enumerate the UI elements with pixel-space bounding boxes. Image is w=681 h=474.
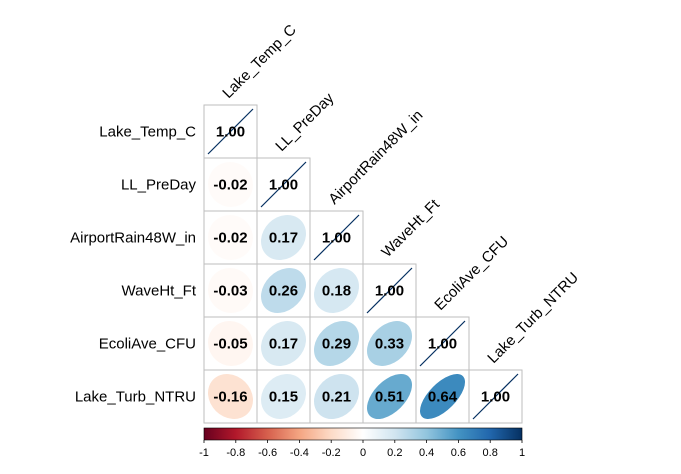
ellipse-AirportRain48W_in-Lake_Temp_C bbox=[207, 214, 253, 260]
ellipse-EcoliAve_CFU-LL_PreDay bbox=[261, 320, 307, 366]
colorbar-tick-label: -0.6 bbox=[258, 447, 277, 459]
colorbar-tick-label: 0.2 bbox=[387, 447, 402, 459]
ellipse-WaveHt_Ft-LL_PreDay bbox=[260, 268, 307, 314]
ellipse-EcoliAve_CFU-AirportRain48W_in bbox=[314, 321, 360, 367]
colorbar-tick-label: 0.6 bbox=[451, 447, 466, 459]
row-label-AirportRain48W_in: AirportRain48W_in bbox=[70, 230, 196, 247]
row-label-LL_PreDay: LL_PreDay bbox=[121, 177, 197, 194]
coef-label-Lake_Turb_NTRU-Lake_Temp_C: -0.16 bbox=[213, 389, 247, 406]
colorbar-tick-label: -1 bbox=[199, 447, 209, 459]
ellipse-Lake_Turb_NTRU-LL_PreDay bbox=[260, 373, 306, 419]
column-label-LL_PreDay: LL_PreDay bbox=[272, 89, 337, 154]
colorbar-tick-label: 0.8 bbox=[483, 447, 498, 459]
row-label-WaveHt_Ft: WaveHt_Ft bbox=[122, 283, 197, 300]
coef-label-EcoliAve_CFU-EcoliAve_CFU: 1.00 bbox=[428, 336, 457, 353]
coef-label-AirportRain48W_in-Lake_Temp_C: -0.02 bbox=[213, 230, 247, 247]
coef-label-WaveHt_Ft-AirportRain48W_in: 0.18 bbox=[322, 283, 351, 300]
coef-label-WaveHt_Ft-LL_PreDay: 0.26 bbox=[269, 283, 298, 300]
coef-label-Lake_Turb_NTRU-AirportRain48W_in: 0.21 bbox=[322, 389, 351, 406]
ellipse-Lake_Turb_NTRU-EcoliAve_CFU bbox=[420, 373, 466, 419]
coef-label-EcoliAve_CFU-WaveHt_Ft: 0.33 bbox=[375, 336, 404, 353]
ellipse-EcoliAve_CFU-Lake_Temp_C bbox=[208, 320, 254, 366]
colorbar-tick-label: 0 bbox=[360, 447, 366, 459]
ellipse-Lake_Turb_NTRU-Lake_Temp_C bbox=[207, 374, 253, 420]
coef-label-WaveHt_Ft-Lake_Temp_C: -0.03 bbox=[213, 283, 247, 300]
coef-label-WaveHt_Ft-WaveHt_Ft: 1.00 bbox=[375, 283, 404, 300]
coef-label-Lake_Turb_NTRU-LL_PreDay: 0.15 bbox=[269, 389, 298, 406]
colorbar-tick-label: -0.2 bbox=[322, 447, 341, 459]
diagonal-line-AirportRain48W_in bbox=[313, 214, 360, 261]
coef-label-AirportRain48W_in-LL_PreDay: 0.17 bbox=[269, 230, 298, 247]
column-label-EcoliAve_CFU: EcoliAve_CFU bbox=[431, 233, 512, 314]
column-label-Lake_Turb_NTRU: Lake_Turb_NTRU bbox=[484, 269, 582, 367]
ellipse-LL_PreDay-Lake_Temp_C bbox=[207, 161, 253, 207]
column-label-WaveHt_Ft: WaveHt_Ft bbox=[378, 196, 443, 261]
colorbar-tick-label: 1 bbox=[519, 447, 525, 459]
colorbar: -1 -0.8 -0.6 -0.4 -0.2 0 0.2 0.4 0.6 0.8 1 bbox=[199, 427, 525, 459]
diagonal-line-WaveHt_Ft bbox=[366, 267, 413, 314]
diagonal-line-EcoliAve_CFU bbox=[419, 320, 466, 367]
coef-label-LL_PreDay-LL_PreDay: 1.00 bbox=[269, 177, 298, 194]
diagonal-line-Lake_Temp_C bbox=[207, 108, 254, 155]
coef-label-Lake_Temp_C-Lake_Temp_C: 1.00 bbox=[216, 124, 245, 141]
row-label-Lake_Temp_C: Lake_Temp_C bbox=[99, 124, 196, 141]
row-label-EcoliAve_CFU: EcoliAve_CFU bbox=[99, 336, 196, 353]
colorbar-tick-label: -0.4 bbox=[290, 447, 309, 459]
coef-label-EcoliAve_CFU-AirportRain48W_in: 0.29 bbox=[322, 336, 351, 353]
coef-label-LL_PreDay-Lake_Temp_C: -0.02 bbox=[213, 177, 247, 194]
correlation-cells: 1.00 -0.02 1.00 -0.02 0.17 1.00 -0.03 0.26 0.18 1… bbox=[203, 104, 523, 424]
ellipse-WaveHt_Ft-Lake_Temp_C bbox=[208, 267, 254, 313]
coef-label-EcoliAve_CFU-Lake_Temp_C: -0.05 bbox=[213, 336, 247, 353]
coef-label-Lake_Turb_NTRU-WaveHt_Ft: 0.51 bbox=[375, 389, 404, 406]
ellipse-Lake_Turb_NTRU-WaveHt_Ft bbox=[366, 374, 412, 420]
ellipse-WaveHt_Ft-AirportRain48W_in bbox=[314, 268, 360, 314]
colorbar-tick-label: -0.8 bbox=[226, 447, 245, 459]
diagonal-line-LL_PreDay bbox=[260, 161, 307, 208]
coef-label-Lake_Turb_NTRU-EcoliAve_CFU: 0.64 bbox=[428, 389, 458, 406]
colorbar-gradient bbox=[203, 427, 523, 441]
ellipse-EcoliAve_CFU-WaveHt_Ft bbox=[366, 320, 412, 366]
diagonal-line-Lake_Turb_NTRU bbox=[472, 373, 519, 420]
colorbar-tick-label: 0.4 bbox=[419, 447, 434, 459]
column-label-AirportRain48W_in: AirportRain48W_in bbox=[325, 107, 426, 208]
row-label-Lake_Turb_NTRU: Lake_Turb_NTRU bbox=[75, 389, 196, 406]
coef-label-Lake_Turb_NTRU-Lake_Turb_NTRU: 1.00 bbox=[481, 389, 510, 406]
coef-label-EcoliAve_CFU-LL_PreDay: 0.17 bbox=[269, 336, 298, 353]
coef-label-AirportRain48W_in-AirportRain48W_in: 1.00 bbox=[322, 230, 351, 247]
ellipse-AirportRain48W_in-LL_PreDay bbox=[261, 214, 307, 260]
column-label-Lake_Temp_C: Lake_Temp_C bbox=[219, 21, 300, 102]
row-labels: Lake_Temp_C LL_PreDay AirportRain48W_in Wav… bbox=[70, 124, 197, 406]
ellipse-Lake_Turb_NTRU-AirportRain48W_in bbox=[313, 373, 359, 419]
